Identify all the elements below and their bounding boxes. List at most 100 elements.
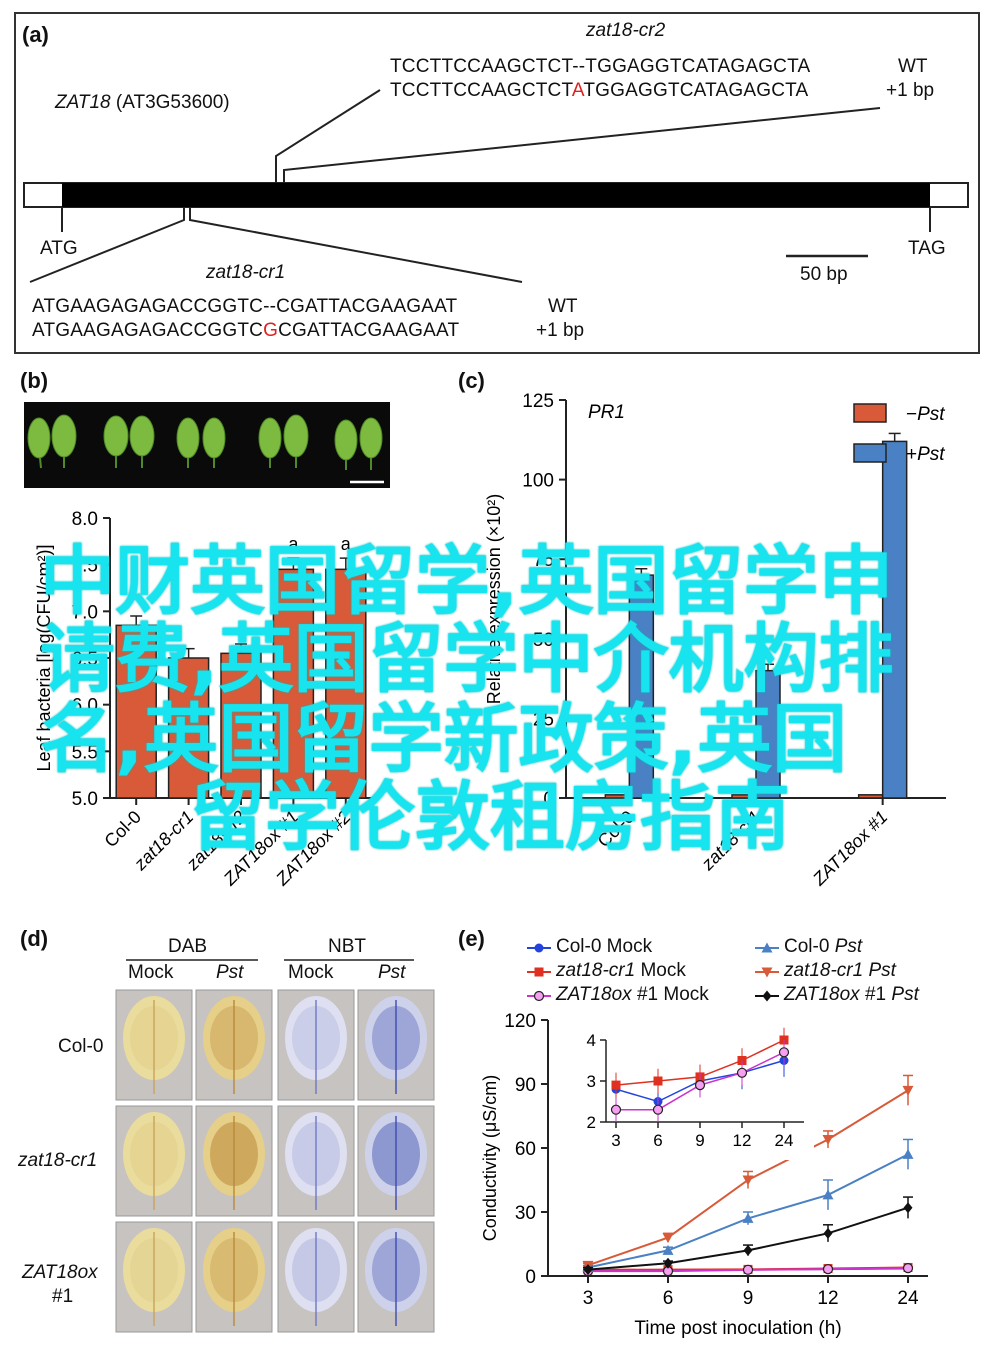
data-point-zat18-cr1 Pst (902, 1085, 914, 1096)
data-point-ZAT18ox #1 Pst (583, 1264, 593, 1276)
legend-entry: Col-0 Mock (526, 936, 652, 958)
stained-leaf-grid (115, 989, 435, 1333)
data-point-ZAT18ox #1 Mock (902, 1263, 914, 1274)
y-tick-label: 25 (533, 709, 554, 730)
row-label-zat18ox: ZAT18ox (22, 1262, 98, 1283)
cr1-mut-pre: ATGAAGAGAGACCGGTC (32, 320, 264, 341)
legend-marker (534, 943, 544, 953)
inset-point-ZAT18ox #1 Mock (778, 1047, 790, 1058)
data-point-ZAT18ox #1 Mock (822, 1264, 834, 1275)
data-point-ZAT18ox #1 Mock (742, 1264, 754, 1275)
legend-treatment: Mock (635, 960, 686, 981)
condition-dab-mock: Mock (128, 962, 174, 983)
condition-nbt-pst: Pst (378, 962, 406, 983)
cr1-wt-sequence: ATGAAGAGAGACCGGTC--CGATTACGAAGAAT (32, 296, 458, 317)
legend-entry: ZAT18ox #1 Pst (754, 984, 919, 1006)
inset-point-zat18-cr1 Mock (611, 1080, 621, 1090)
cr1-mut-label: +1 bp (536, 320, 585, 341)
x-tick-label: 9 (743, 1288, 754, 1309)
inset-background (566, 1028, 814, 1160)
legend-genotype: ZAT18ox (556, 984, 632, 1005)
bar-zat18-cr1 (167, 657, 210, 799)
y-tick-label: 6.0 (72, 696, 98, 717)
legend-sign: + (906, 444, 917, 465)
inset-y-tick-label: 4 (587, 1031, 596, 1050)
bar-ZAT18ox #2 (325, 568, 367, 799)
legend-entry: zat18-cr1 Pst (754, 960, 896, 982)
stain-header-lines (126, 959, 414, 961)
panel-b-tag: (b) (20, 368, 49, 393)
x-tick-label: 6 (663, 1288, 674, 1309)
y-tick-label: 75 (533, 550, 554, 571)
legend-treatment: Pst (829, 936, 862, 957)
y-tick-label: 5.0 (72, 789, 98, 810)
y-tick-label: 50 (533, 630, 554, 651)
legend-swatch (853, 443, 887, 463)
legend-genotype: Col-0 (556, 936, 602, 957)
legend-treatment: Mock (601, 936, 653, 957)
y-tick-label: 100 (522, 471, 554, 492)
y-tick-label: 6.5 (72, 649, 98, 670)
panel-a-frame (14, 12, 980, 354)
cr2-mut-sequence: TCCTTCCAAGCTCTATGGAGGTCATAGAGCTA (390, 80, 808, 102)
legend-genotype: zat18-cr1 (784, 960, 864, 981)
legend-marker (533, 990, 545, 1002)
data-point-Col-0 Pst (742, 1212, 754, 1223)
gene-model-diagram (23, 89, 969, 283)
stain-label-nbt: NBT (328, 936, 366, 957)
y-tick-label: 90 (515, 1075, 536, 1096)
data-point-ZAT18ox #1 Pst (823, 1227, 833, 1239)
legend-treatment: Pst (863, 960, 895, 981)
y-tick-label: 5.5 (72, 742, 98, 763)
panel-d-tag: (d) (20, 926, 49, 951)
legend-entry: zat18-cr1 Mock (526, 960, 686, 982)
y-axis-label: Leaf bacteria [log(CFU/cm²)] (34, 544, 54, 771)
data-point-Col-0 Pst (822, 1189, 834, 1200)
inset-point-ZAT18ox #1 Mock (694, 1079, 706, 1091)
inset-x-tick-label: 24 (775, 1131, 794, 1150)
y-tick-label: 30 (515, 1203, 536, 1224)
legend-genotype: zat18-cr1 (556, 960, 636, 981)
data-point-ZAT18ox #1 Pst (663, 1257, 673, 1269)
bar-−Pst-ZAT18ox #1 (857, 794, 884, 799)
condition-nbt-mock: Mock (288, 962, 334, 983)
watermark-line-4: 留学伦敦租房指南 (190, 773, 791, 861)
legend-genotype: Col-0 (784, 936, 830, 957)
panel-a-tag: (a) (22, 22, 49, 47)
cr1-insert-base: G (263, 320, 279, 341)
bar-+Pst-ZAT18ox #1 (881, 440, 908, 799)
leaf-photo (24, 402, 390, 488)
watermark-line-3: 名,英国留学新政策,英国 (40, 695, 847, 783)
gene-locus: (AT3G53600) (115, 92, 230, 113)
legend-sign: − (906, 404, 917, 425)
y-tick-label: 125 (522, 391, 554, 412)
gene-name: ZAT18 (AT3G53600) (55, 92, 230, 114)
watermark-line-2: 请费,英国留学中介机构排 (40, 615, 894, 703)
legend-entry: Col-0 Pst (754, 936, 862, 958)
data-point-zat18-cr1 Pst (742, 1175, 754, 1186)
inset-x-tick-label: 3 (611, 1131, 620, 1150)
legend-label: −Pst (906, 404, 945, 425)
y-axis-label: Relative expression (×10²) (484, 494, 504, 705)
legend-marker (762, 990, 772, 1002)
data-point-ZAT18ox #1 Pst (743, 1244, 753, 1256)
cr2-mut-post: TGGAGGTCATAGAGCTA (583, 80, 809, 101)
cr2-wt-label: WT (898, 56, 928, 77)
y-tick-label: 7.0 (72, 602, 98, 623)
legend-marker (761, 967, 773, 978)
x-tick-label: 3 (583, 1288, 594, 1309)
cr1-wt-label: WT (548, 296, 578, 317)
start-codon-label: ATG (40, 238, 78, 259)
data-point-ZAT18ox #1 Pst (903, 1202, 913, 1214)
legend-genotype: ZAT18ox (784, 984, 860, 1005)
y-tick-label: 120 (504, 1011, 536, 1032)
x-tick-label: Col-0 (100, 807, 145, 852)
data-point-Col-0 Pst (902, 1148, 914, 1159)
cr2-wt-sequence: TCCTTCCAAGCTCT--TGGAGGTCATAGAGCTA (390, 56, 811, 77)
panel-e-tag: (e) (458, 926, 485, 951)
cr2-title: zat18-cr2 (586, 20, 666, 41)
cr1-title: zat18-cr1 (206, 262, 286, 283)
legend-treatment: #1 Pst (859, 984, 919, 1005)
significance-letter: a (341, 534, 352, 554)
